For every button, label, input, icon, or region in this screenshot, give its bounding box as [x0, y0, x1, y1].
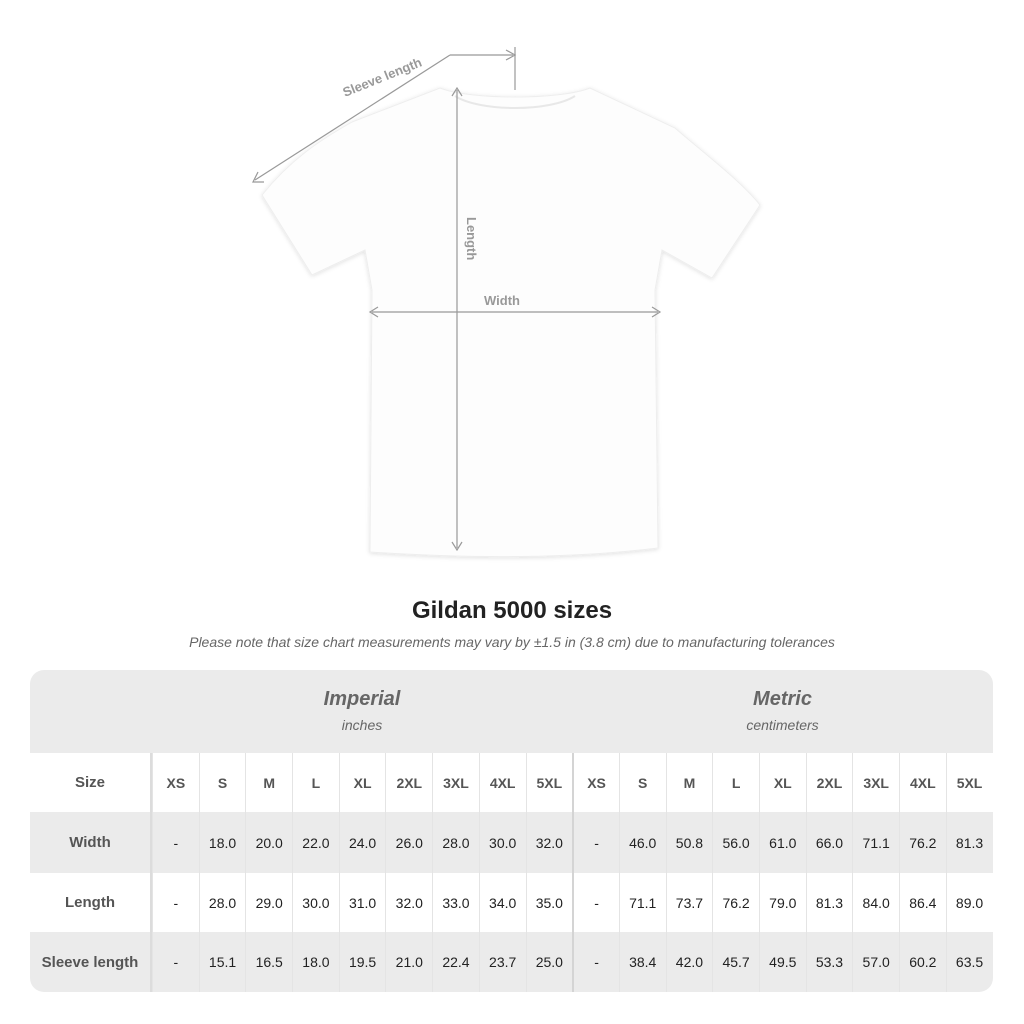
- metric-header: Metric centimeters: [572, 670, 993, 753]
- metric-value: -: [572, 932, 619, 992]
- metric-value: -: [572, 812, 619, 873]
- size-header-row: Size XS S M L XL 2XL 3XL 4XL 5XL XS S M L XL 2XL 3XL 4XL 5…: [30, 753, 993, 812]
- imperial-size-2XL: 2XL: [385, 753, 432, 812]
- imperial-value: 24.0: [338, 812, 386, 873]
- imperial-value: 22.4: [432, 932, 479, 992]
- metric-value: 53.3: [805, 932, 853, 992]
- metric-value: 45.7: [712, 932, 759, 992]
- imperial-value: 33.0: [432, 873, 479, 932]
- imperial-value: 18.0: [198, 812, 246, 873]
- table-row: Width -18.0 20.0 22.0 24.0 26.0 28.0 30.0 32.0-4…: [30, 812, 993, 873]
- metric-size-4XL: 4XL: [899, 753, 946, 812]
- imperial-value: 32.0: [525, 812, 573, 873]
- width-label: Width: [484, 293, 520, 308]
- metric-value: 63.5: [945, 932, 993, 992]
- metric-size-XS: XS: [572, 753, 619, 812]
- metric-value: 57.0: [852, 932, 899, 992]
- imperial-size-4XL: 4XL: [478, 753, 526, 812]
- metric-value: 73.7: [665, 873, 713, 932]
- metric-size-XL: XL: [758, 753, 806, 812]
- metric-size-M: M: [665, 753, 713, 812]
- imperial-size-XL: XL: [338, 753, 386, 812]
- metric-value: 84.0: [852, 873, 899, 932]
- imperial-heading: Imperial: [323, 688, 401, 710]
- metric-size-3XL: 3XL: [852, 753, 899, 812]
- imperial-value: 28.0: [198, 873, 246, 932]
- imperial-value: 29.0: [245, 873, 292, 932]
- imperial-value: 23.7: [478, 932, 526, 992]
- metric-value: 66.0: [805, 812, 853, 873]
- imperial-value: 30.0: [478, 812, 526, 873]
- metric-value: 42.0: [665, 932, 713, 992]
- imperial-value: -: [152, 812, 199, 873]
- table-row: Sleeve length -15.1 16.5 18.0 19.5 21.0 22.4 23…: [30, 932, 993, 992]
- imperial-value: 35.0: [525, 873, 573, 932]
- imperial-size-5XL: 5XL: [525, 753, 573, 812]
- imperial-header: Imperial inches: [152, 670, 572, 753]
- metric-value: 46.0: [618, 812, 666, 873]
- imperial-value: 22.0: [292, 812, 339, 873]
- metric-value: 81.3: [805, 873, 853, 932]
- imperial-value: 16.5: [245, 932, 292, 992]
- imperial-value: -: [152, 873, 199, 932]
- page-title: Gildan 5000 sizes: [411, 597, 613, 624]
- tolerance-note: Please note that size chart measurements…: [189, 634, 835, 650]
- imperial-value: 32.0: [385, 873, 432, 932]
- metric-size-2XL: 2XL: [805, 753, 853, 812]
- metric-value: 86.4: [899, 873, 946, 932]
- imperial-size-3XL: 3XL: [432, 753, 479, 812]
- imperial-size-S: S: [198, 753, 246, 812]
- metric-value: 76.2: [899, 812, 946, 873]
- metric-value: 79.0: [758, 873, 806, 932]
- size-header: Size: [30, 753, 152, 812]
- row-label: Length: [30, 873, 152, 932]
- imperial-unit: inches: [341, 717, 383, 733]
- imperial-value: 28.0: [432, 812, 479, 873]
- imperial-value: 26.0: [385, 812, 432, 873]
- size-table: Imperial inches Metric centimeters Size X…: [30, 670, 993, 992]
- metric-value: 56.0: [712, 812, 759, 873]
- row-label: Sleeve length: [30, 932, 152, 992]
- sleeve-length-label: Sleeve length: [341, 54, 424, 99]
- imperial-value: 31.0: [338, 873, 386, 932]
- metric-value: 38.4: [618, 932, 666, 992]
- metric-value: 71.1: [852, 812, 899, 873]
- imperial-value: 25.0: [525, 932, 573, 992]
- measurement-lines: [252, 47, 662, 552]
- imperial-value: 18.0: [292, 932, 339, 992]
- metric-heading: Metric: [753, 688, 812, 710]
- metric-value: 60.2: [899, 932, 946, 992]
- metric-value: 76.2: [712, 873, 759, 932]
- metric-size-S: S: [618, 753, 666, 812]
- imperial-size-M: M: [245, 753, 292, 812]
- metric-unit: centimeters: [746, 717, 819, 733]
- collar: [454, 95, 576, 109]
- metric-value: 50.8: [665, 812, 713, 873]
- row-label: Width: [30, 812, 152, 873]
- metric-value: 61.0: [758, 812, 806, 873]
- imperial-size-L: L: [292, 753, 339, 812]
- metric-value: 81.3: [945, 812, 993, 873]
- metric-value: 89.0: [945, 873, 993, 932]
- imperial-value: 20.0: [245, 812, 292, 873]
- metric-value: -: [572, 873, 619, 932]
- table-row: Length -28.0 29.0 30.0 31.0 32.0 33.0 34.0 35.0-…: [30, 873, 993, 932]
- imperial-value: 30.0: [292, 873, 339, 932]
- metric-size-L: L: [712, 753, 759, 812]
- tshirt-shape: [261, 87, 761, 558]
- imperial-value: 19.5: [338, 932, 386, 992]
- tshirt-diagram: Sleeve length Length Width: [252, 47, 761, 558]
- imperial-value: 21.0: [385, 932, 432, 992]
- metric-value: 49.5: [758, 932, 806, 992]
- imperial-value: -: [152, 932, 199, 992]
- metric-size-5XL: 5XL: [945, 753, 993, 812]
- length-label: Length: [464, 217, 479, 260]
- imperial-value: 15.1: [198, 932, 246, 992]
- imperial-value: 34.0: [478, 873, 526, 932]
- metric-value: 71.1: [618, 873, 666, 932]
- imperial-size-XS: XS: [152, 753, 199, 812]
